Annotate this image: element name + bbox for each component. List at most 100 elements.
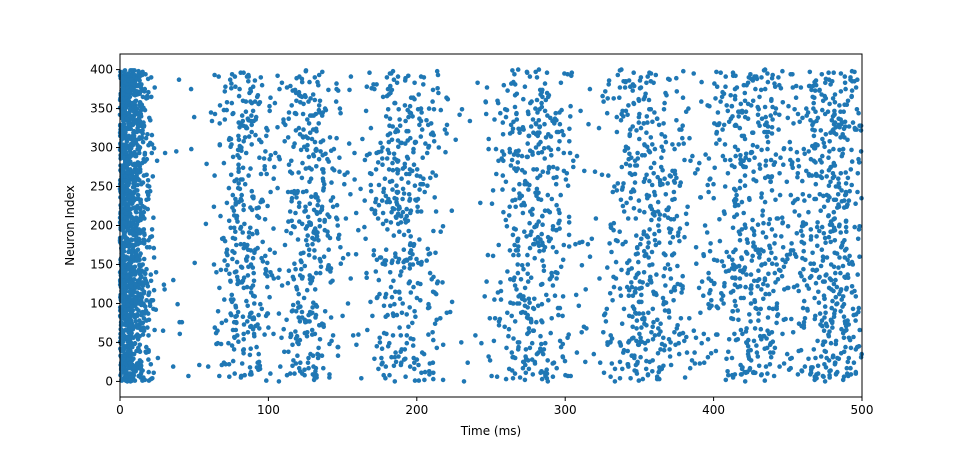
spike-point bbox=[766, 271, 771, 277]
spike-point bbox=[568, 373, 573, 379]
spike-point bbox=[600, 93, 605, 99]
spike-point bbox=[238, 241, 243, 247]
spike-point bbox=[844, 365, 850, 371]
spike-point bbox=[348, 192, 353, 197]
spike-point bbox=[730, 257, 735, 263]
spike-point bbox=[268, 95, 273, 100]
spike-point bbox=[769, 250, 774, 256]
spike-point bbox=[368, 182, 374, 188]
spike-point bbox=[713, 348, 719, 354]
spike-point bbox=[684, 221, 690, 227]
spike-point bbox=[426, 369, 432, 374]
spike-point bbox=[838, 117, 843, 122]
spike-point bbox=[843, 170, 848, 175]
spike-point bbox=[604, 110, 610, 116]
spike-point bbox=[411, 146, 416, 152]
spike-point bbox=[170, 364, 176, 369]
spike-point bbox=[769, 131, 775, 136]
spike-point bbox=[208, 110, 214, 115]
spike-point bbox=[431, 139, 437, 144]
spike-point bbox=[777, 192, 783, 198]
spike-point bbox=[500, 173, 506, 178]
spike-point bbox=[431, 107, 437, 112]
spike-point bbox=[609, 249, 614, 255]
spike-point bbox=[396, 206, 401, 212]
spike-point bbox=[826, 70, 831, 75]
spike-point bbox=[579, 330, 584, 335]
spike-point bbox=[644, 130, 649, 135]
spike-point bbox=[406, 324, 411, 330]
spike-point bbox=[849, 259, 855, 265]
spike-point bbox=[718, 70, 723, 75]
spike-point bbox=[620, 366, 625, 372]
spike-point bbox=[303, 68, 309, 73]
spike-point bbox=[293, 309, 299, 314]
spike-point bbox=[306, 365, 311, 371]
spike-point bbox=[120, 135, 125, 140]
spike-point bbox=[856, 309, 861, 315]
spike-point bbox=[613, 276, 619, 281]
spike-point bbox=[522, 181, 527, 187]
spike-point bbox=[512, 371, 518, 376]
spike-point bbox=[744, 369, 750, 375]
spike-point bbox=[214, 270, 219, 275]
spike-point bbox=[832, 216, 837, 221]
spike-point bbox=[242, 181, 248, 187]
spike-point bbox=[641, 121, 647, 126]
spike-point bbox=[848, 167, 854, 172]
spike-point bbox=[694, 261, 699, 267]
spike-point bbox=[125, 170, 130, 175]
spike-point bbox=[291, 358, 296, 363]
spike-point bbox=[407, 198, 412, 203]
spike-point bbox=[637, 78, 643, 83]
spike-point bbox=[612, 184, 617, 189]
spike-point bbox=[242, 221, 247, 227]
spike-point bbox=[298, 258, 304, 263]
spike-point bbox=[734, 192, 739, 198]
spike-point bbox=[525, 358, 531, 363]
spike-point bbox=[129, 221, 135, 227]
spike-point bbox=[397, 325, 402, 330]
spike-point bbox=[837, 255, 842, 260]
spike-point bbox=[230, 192, 236, 198]
spike-point bbox=[312, 248, 317, 253]
spike-point bbox=[421, 176, 426, 181]
spike-point bbox=[852, 125, 858, 131]
spike-point bbox=[189, 146, 194, 152]
spike-point bbox=[680, 135, 685, 141]
spike-point bbox=[146, 89, 151, 95]
spike-point bbox=[292, 261, 297, 267]
spike-point bbox=[648, 135, 654, 140]
spike-point bbox=[304, 147, 310, 153]
spike-point bbox=[649, 217, 654, 223]
spike-point bbox=[680, 95, 686, 100]
spike-point bbox=[406, 73, 411, 79]
spike-point bbox=[629, 155, 634, 160]
spike-point bbox=[553, 181, 559, 187]
spike-point bbox=[731, 186, 737, 192]
spike-point bbox=[284, 317, 289, 323]
spike-point bbox=[383, 314, 389, 320]
spike-point bbox=[125, 89, 131, 94]
spike-point bbox=[412, 140, 418, 146]
spike-point bbox=[672, 180, 678, 185]
spike-point bbox=[514, 287, 519, 292]
spike-point bbox=[639, 299, 644, 305]
spike-point bbox=[146, 292, 151, 298]
spike-point bbox=[426, 143, 432, 149]
spike-point bbox=[393, 289, 398, 295]
spike-point bbox=[306, 99, 311, 104]
spike-point bbox=[740, 365, 745, 370]
spike-point bbox=[440, 342, 446, 348]
spike-point bbox=[128, 284, 134, 289]
spike-point bbox=[348, 74, 354, 79]
spike-point bbox=[832, 308, 838, 313]
spike-point bbox=[773, 255, 778, 261]
spike-point bbox=[539, 341, 544, 347]
spike-point bbox=[544, 367, 549, 373]
spike-point bbox=[580, 239, 585, 245]
spike-point bbox=[234, 242, 239, 248]
spike-point bbox=[256, 351, 262, 357]
spike-point bbox=[801, 248, 806, 254]
spike-point bbox=[635, 150, 640, 156]
